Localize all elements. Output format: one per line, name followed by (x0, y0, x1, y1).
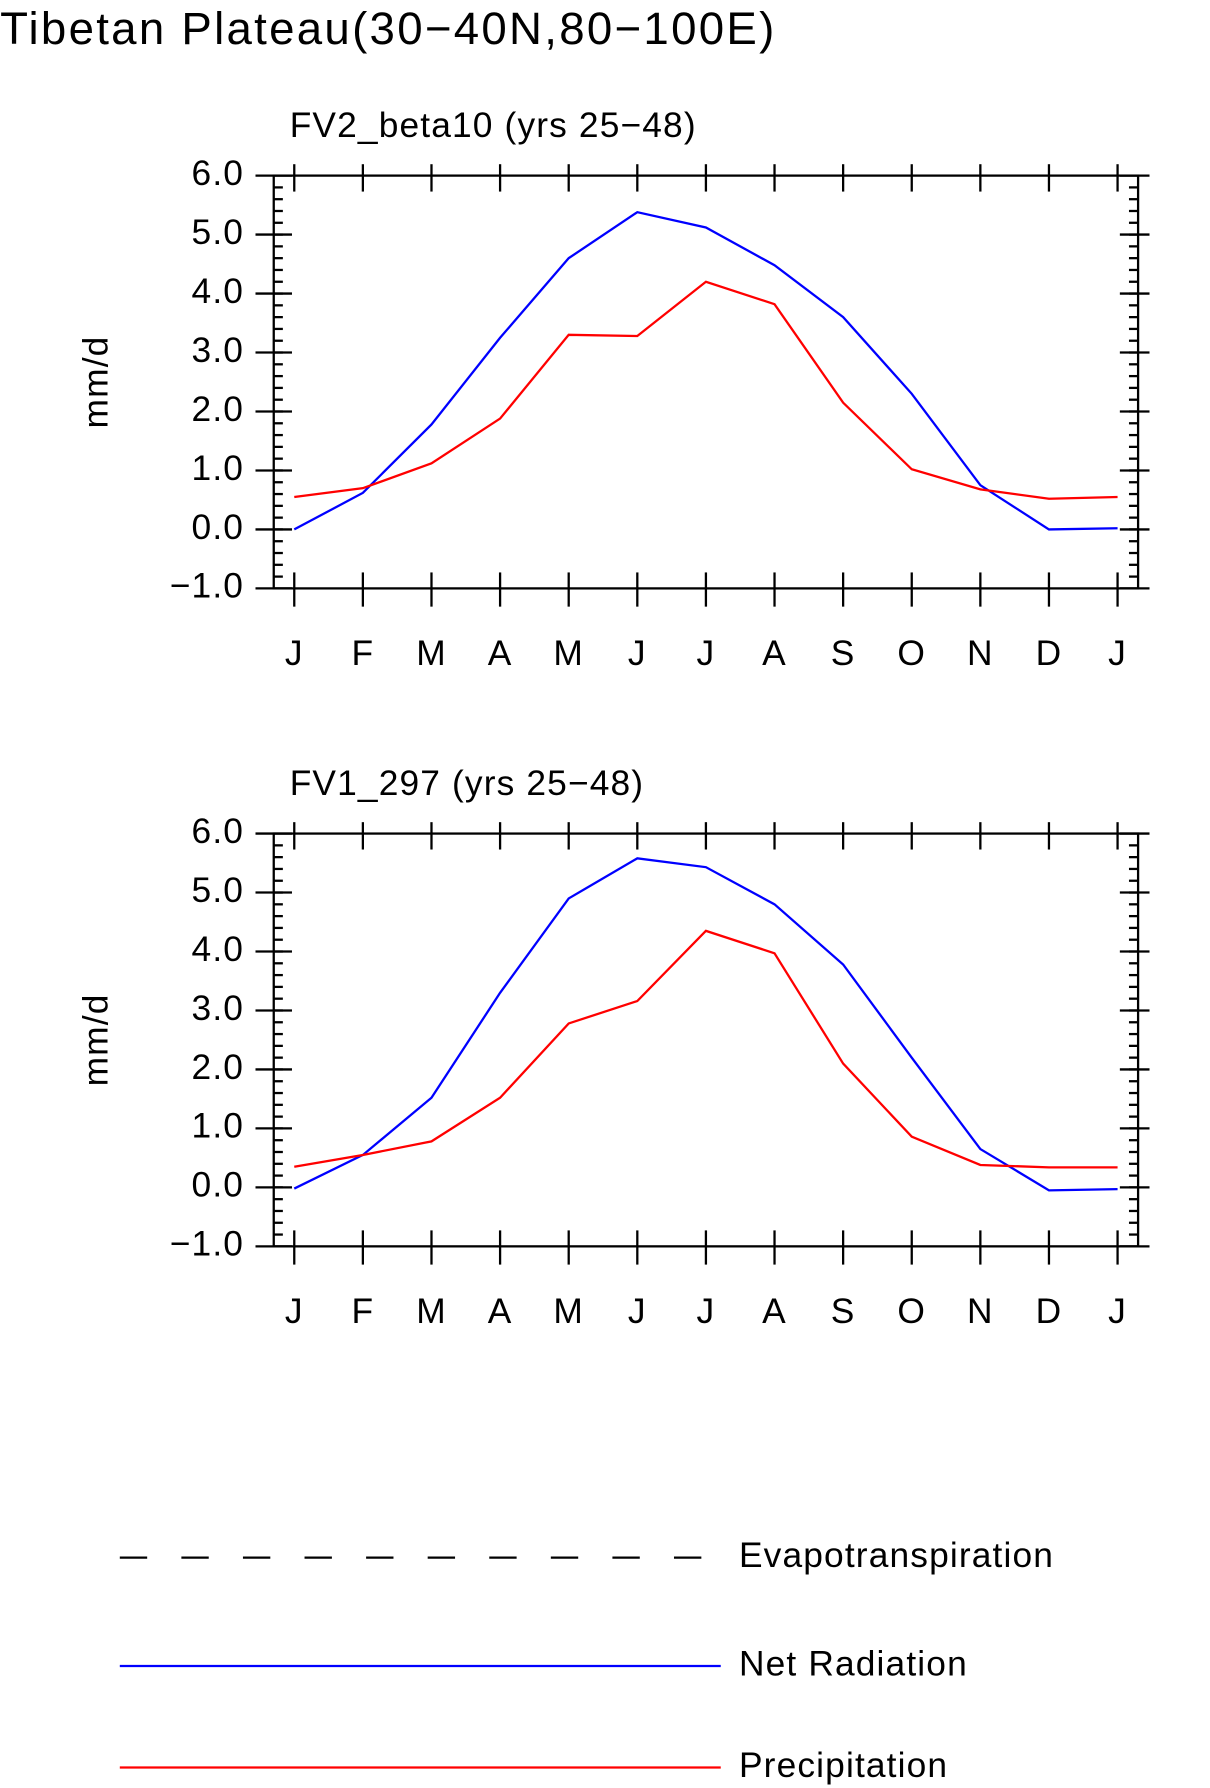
x-tick-label: M (416, 634, 447, 673)
y-tick-label: 0.0 (192, 1166, 245, 1205)
y-tick-label: 3.0 (192, 989, 245, 1028)
y-tick-label: 0.0 (192, 508, 245, 547)
series-line (294, 929, 1118, 1169)
x-tick-label: F (352, 1292, 375, 1331)
y-tick-label: 3.0 (192, 331, 245, 370)
y-tick-label: 5.0 (192, 871, 245, 910)
x-tick-label: N (967, 1292, 994, 1331)
x-tick-label: J (1108, 1292, 1127, 1331)
y-tick-label: 5.0 (192, 213, 245, 252)
chart-title: FV1_297 (yrs 25−48) (290, 764, 645, 803)
x-tick-label: F (352, 634, 375, 673)
series-line (293, 857, 1118, 1192)
y-tick-label: 1.0 (192, 1107, 245, 1146)
x-tick-label: S (831, 1292, 856, 1331)
y-tick-label: 2.0 (192, 390, 245, 429)
x-tick-label: A (488, 634, 513, 673)
x-tick-label: A (762, 1292, 787, 1331)
y-tick-label: 1.0 (192, 449, 245, 488)
x-tick-label: J (628, 1292, 647, 1331)
y-tick-label: 2.0 (192, 1048, 245, 1087)
x-tick-label: A (488, 1292, 513, 1331)
y-tick-label: 4.0 (192, 930, 245, 969)
y-tick-label: −1.0 (170, 1225, 244, 1264)
y-tick-label: 4.0 (192, 272, 245, 311)
x-tick-label: D (1036, 634, 1063, 673)
series-line (294, 280, 1118, 500)
legend-label: Net Radiation (739, 1644, 968, 1683)
x-tick-label: M (553, 1292, 584, 1331)
plot-frame (272, 832, 1140, 1248)
legend-label: Precipitation (739, 1746, 948, 1785)
y-tick-label: 6.0 (192, 812, 245, 851)
x-tick-label: J (1108, 634, 1127, 673)
y-tick-label: −1.0 (170, 567, 244, 606)
x-tick-label: M (416, 1292, 447, 1331)
x-tick-label: D (1036, 1292, 1063, 1331)
x-tick-label: A (762, 634, 787, 673)
x-tick-label: M (553, 634, 584, 673)
series-line (293, 210, 1118, 531)
x-tick-label: S (831, 634, 856, 673)
y-axis-label: mm/d (76, 994, 115, 1087)
x-tick-label: J (697, 634, 716, 673)
plot-frame (272, 174, 1140, 590)
x-tick-label: J (697, 1292, 716, 1331)
x-tick-label: O (897, 634, 926, 673)
chart-title: FV2_beta10 (yrs 25−48) (290, 106, 697, 145)
x-tick-label: N (967, 634, 994, 673)
legend-label: Evapotranspiration (739, 1536, 1054, 1575)
y-tick-label: 6.0 (192, 154, 245, 193)
x-tick-label: J (285, 634, 304, 673)
figure-title: Tibetan Plateau(30−40N,80−100E) (0, 3, 776, 54)
y-axis-label: mm/d (76, 336, 115, 429)
x-tick-label: J (285, 1292, 304, 1331)
x-tick-label: O (897, 1292, 926, 1331)
x-tick-label: J (628, 634, 647, 673)
